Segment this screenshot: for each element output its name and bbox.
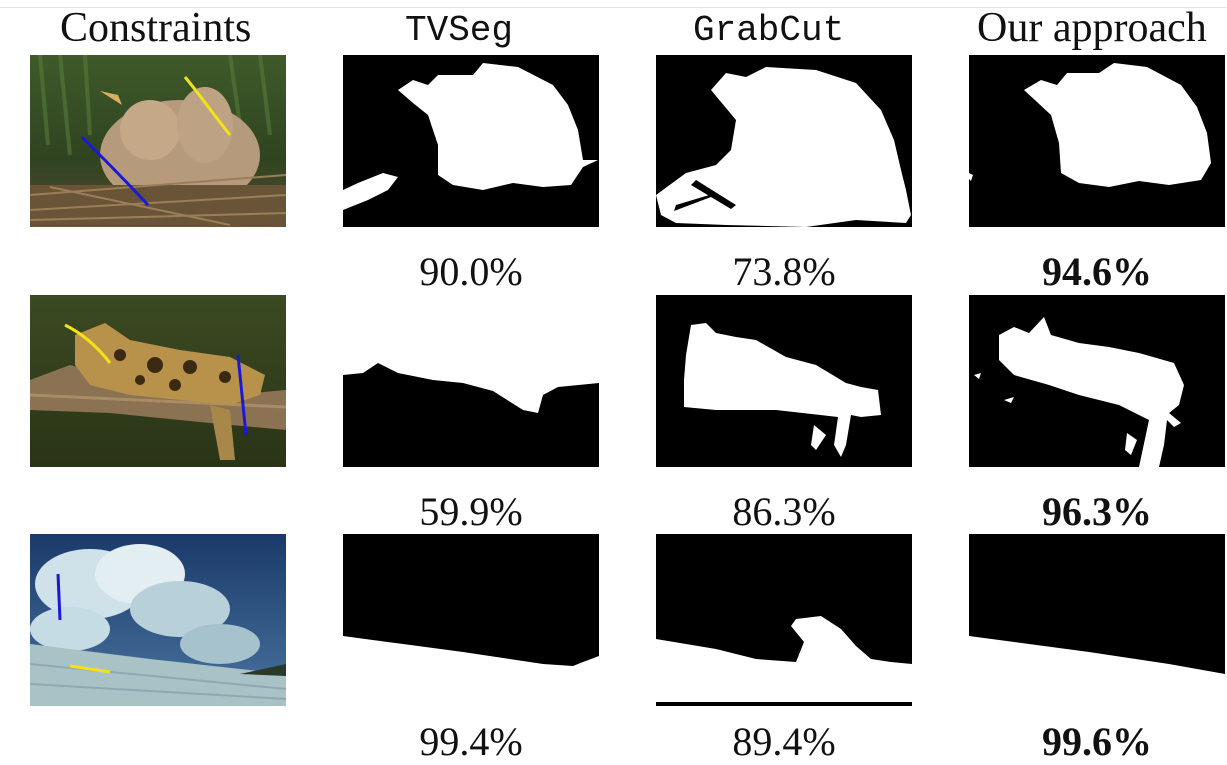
score-tvseg-birds: 90.0% xyxy=(419,249,523,294)
score-ours-leopard: 96.3% xyxy=(1042,489,1152,534)
score-ours-clouds: 99.6% xyxy=(1042,719,1152,764)
score-grabcut-birds: 73.8% xyxy=(732,249,836,294)
constraints-image-birds xyxy=(30,55,286,227)
score-grabcut-clouds: 89.4% xyxy=(732,719,836,764)
ours-mask-clouds xyxy=(969,534,1225,706)
ours-mask-birds xyxy=(969,55,1225,227)
grabcut-mask-leopard xyxy=(656,295,912,467)
header-grabcut: GrabCut xyxy=(693,10,845,51)
tvseg-mask-birds xyxy=(343,55,599,227)
constraints-image-leopard xyxy=(30,295,286,467)
score-tvseg-leopard: 59.9% xyxy=(419,489,523,534)
score-ours-birds: 94.6% xyxy=(1042,249,1152,294)
grabcut-mask-clouds xyxy=(656,534,912,706)
header-constraints: Constraints xyxy=(60,5,252,51)
header-tvseg: TVSeg xyxy=(405,10,514,51)
score-grabcut-leopard: 86.3% xyxy=(732,489,836,534)
grabcut-mask-birds xyxy=(656,55,912,227)
tvseg-mask-leopard xyxy=(343,295,599,467)
tvseg-mask-clouds xyxy=(343,534,599,706)
top-rule xyxy=(0,7,1227,8)
score-tvseg-clouds: 99.4% xyxy=(419,719,523,764)
constraints-image-clouds xyxy=(30,534,286,706)
header-our-approach: Our approach xyxy=(977,5,1207,51)
ours-mask-leopard xyxy=(969,295,1225,467)
